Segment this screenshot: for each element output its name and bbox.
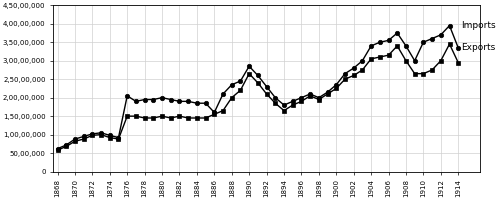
Text: Imports: Imports [461,21,496,30]
Text: Exports: Exports [461,43,495,52]
